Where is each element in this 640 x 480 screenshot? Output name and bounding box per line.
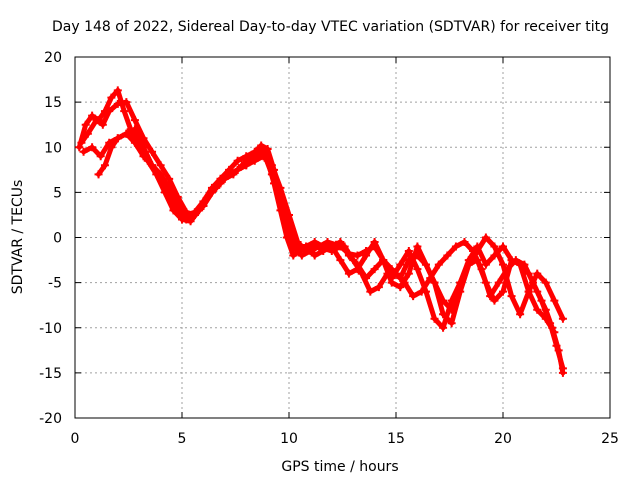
series-track-1 [75, 86, 567, 377]
x-tick-label: 5 [178, 431, 187, 447]
y-axis-label: SDTVAR / TECUs [10, 180, 26, 295]
y-tick-label: -20 [39, 411, 62, 427]
series-trace [78, 99, 566, 371]
x-axis-label: GPS time / hours [281, 459, 398, 475]
series-track-2 [77, 98, 567, 373]
y-tick-label: -5 [48, 276, 62, 292]
grid [75, 57, 610, 418]
y-tick-label: -10 [39, 321, 62, 337]
data-marks [75, 86, 567, 377]
x-tick-label: 20 [494, 431, 512, 447]
y-tick-label: 5 [53, 185, 62, 201]
x-tick-label: 25 [601, 431, 619, 447]
series-track-4 [79, 129, 559, 337]
y-tick-label: 10 [44, 140, 62, 156]
series-trace [81, 131, 557, 335]
x-tick-label: 0 [71, 431, 80, 447]
y-tick-label: 0 [53, 231, 62, 247]
y-tick-labels: -20 -15 -10 -5 0 5 10 15 20 [39, 50, 62, 427]
chart-title: Day 148 of 2022, Sidereal Day-to-day VTE… [52, 19, 609, 35]
x-tick-labels: 0 5 10 15 20 25 [71, 431, 619, 447]
x-tick-label: 10 [280, 431, 298, 447]
y-tick-label: -15 [39, 366, 62, 382]
series-trace [76, 87, 566, 376]
plot-frame [74, 56, 611, 419]
y-tick-label: 15 [44, 95, 62, 111]
y-tick-label: 20 [44, 50, 62, 66]
x-tick-label: 15 [387, 431, 405, 447]
